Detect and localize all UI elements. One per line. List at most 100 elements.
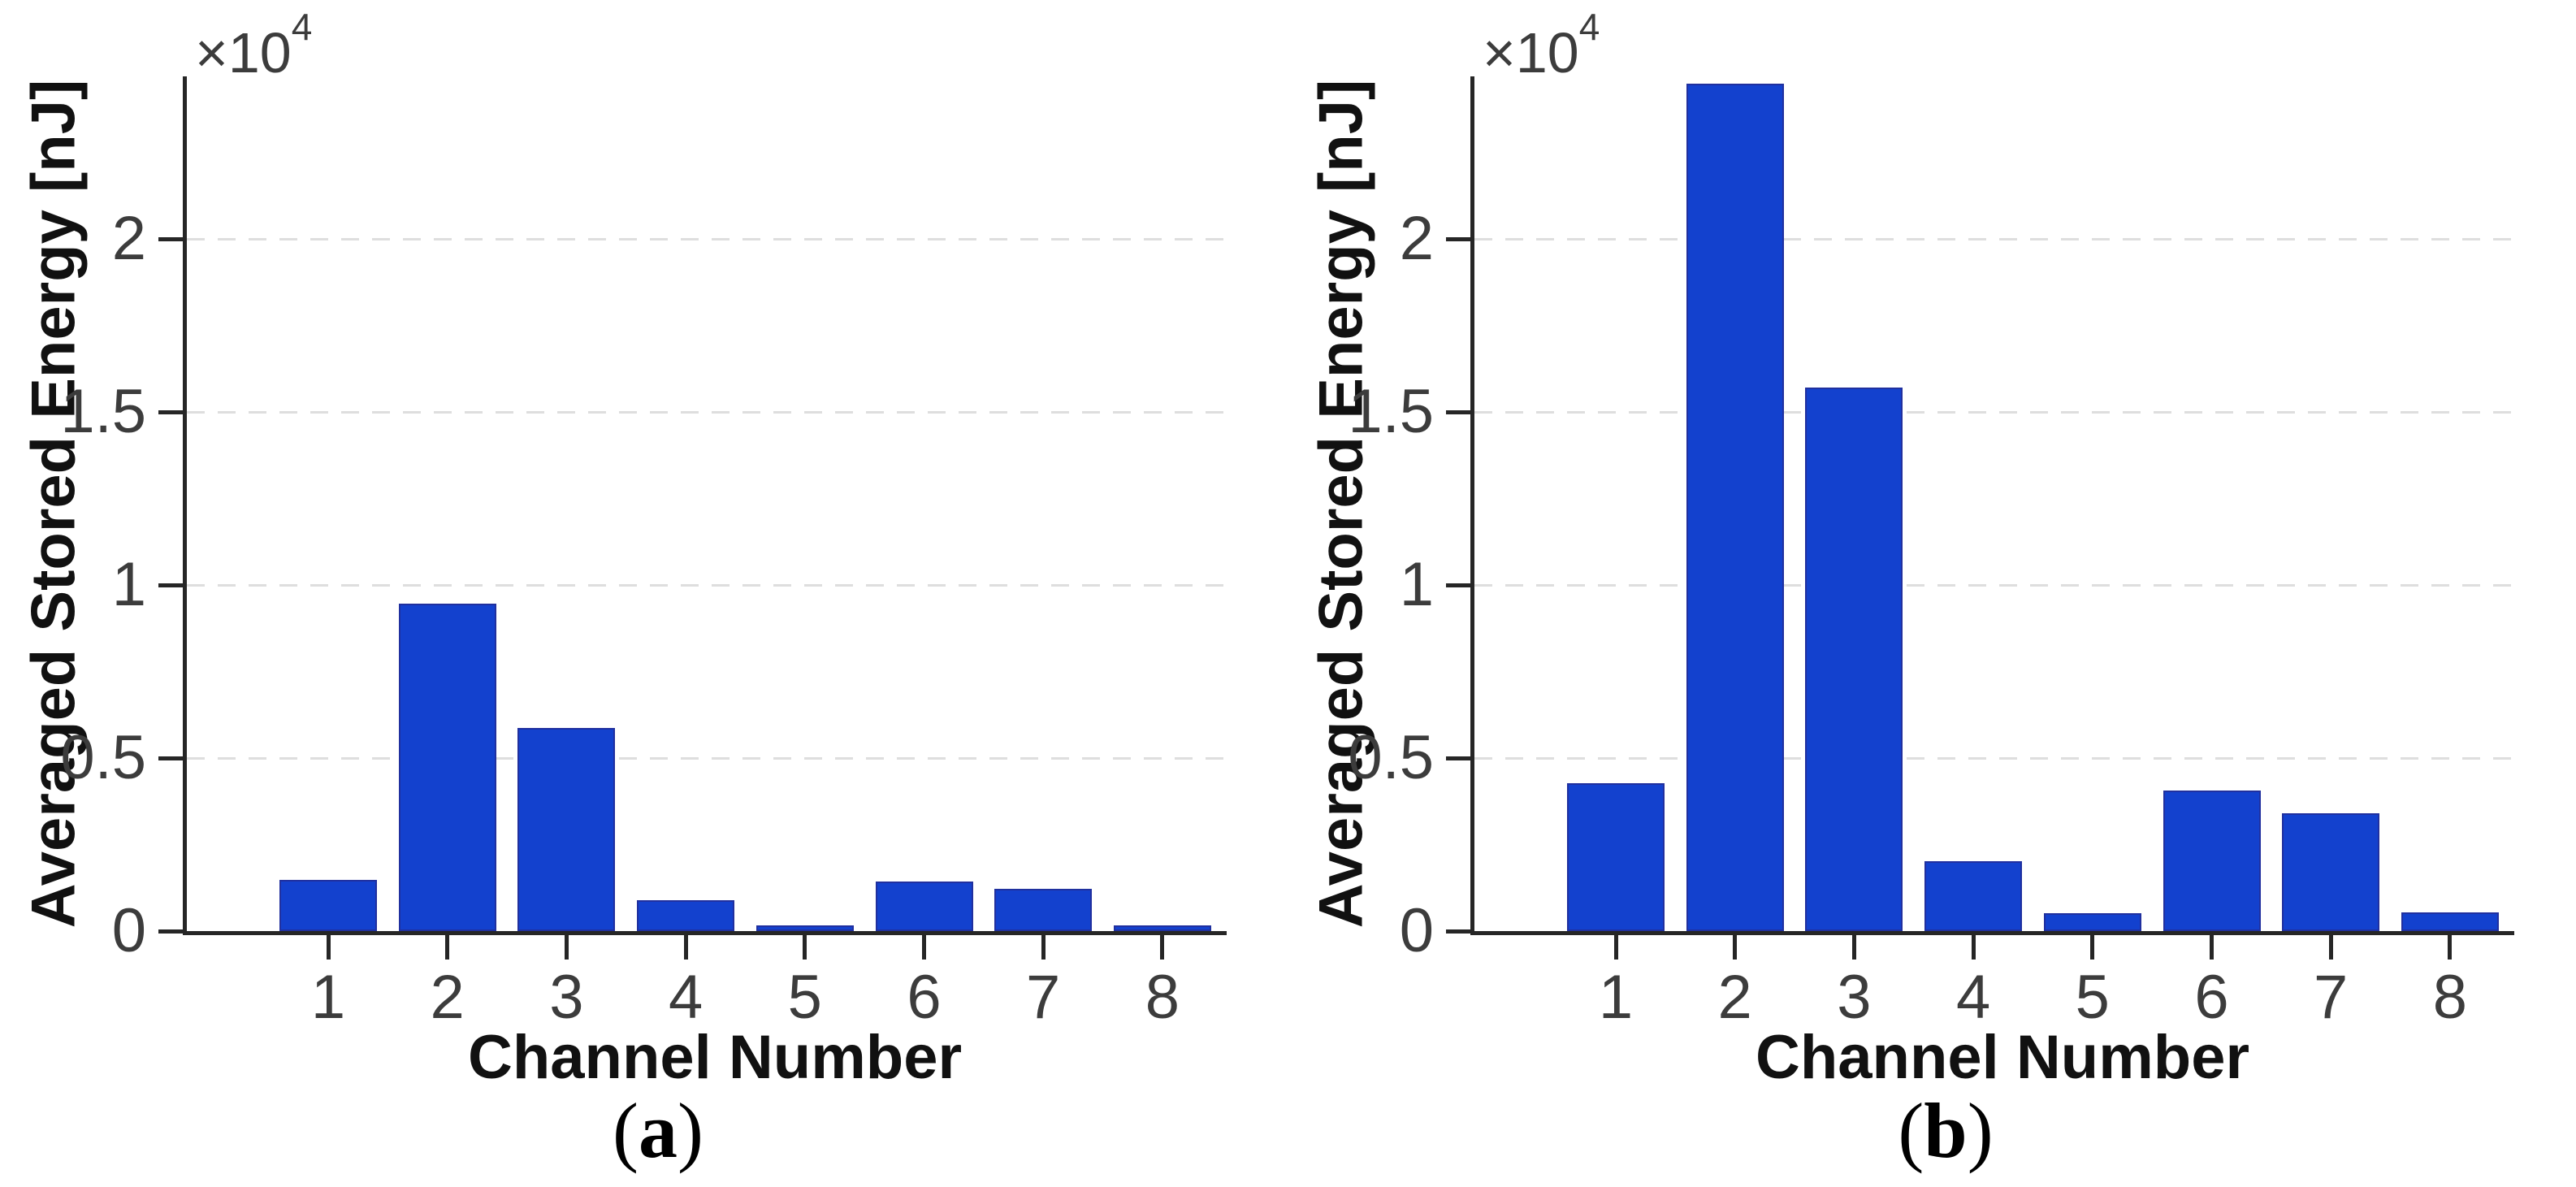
x-tick-label: 8 — [2432, 963, 2468, 1032]
x-axis-label: Channel Number — [1755, 1023, 2250, 1092]
x-tick-mark — [1613, 935, 1618, 960]
gridline — [1474, 237, 2514, 240]
y-tick-mark — [1446, 756, 1470, 760]
bar-channel-8 — [1113, 925, 1211, 931]
x-tick-mark — [1160, 935, 1165, 960]
chart-panel-a: Averaged Stored Energy [nJ] ×104 0 0.5 1 1.… — [19, 5, 1227, 1173]
y-tick-mark — [1446, 409, 1470, 414]
exponent-power: 4 — [1578, 6, 1600, 48]
exponent-base: ×10 — [195, 21, 292, 84]
exponent-base: ×10 — [1483, 21, 1579, 84]
x-tick-mark — [1041, 935, 1046, 960]
y-axis-line — [1470, 76, 1474, 935]
x-tick-label: 2 — [430, 963, 465, 1032]
y-axis-line — [183, 76, 187, 935]
bar-channel-7 — [2282, 813, 2380, 931]
gridline — [1474, 410, 2514, 414]
caption-letter: b — [1924, 1087, 1968, 1174]
y-tick-label: 0 — [111, 896, 146, 965]
y-tick-mark — [158, 409, 183, 414]
y-tick-mark — [158, 236, 183, 241]
chart-panel-b: Averaged Stored Energy [nJ] ×104 0 0.5 1 1.… — [1288, 0, 2575, 1187]
y-tick-label: 2 — [1399, 204, 1434, 274]
subfigure-caption: (a) — [613, 1089, 704, 1173]
y-tick-label: 1 — [111, 550, 146, 620]
x-axis-line — [183, 931, 1227, 935]
gridline — [187, 756, 1227, 760]
x-tick-mark — [326, 935, 331, 960]
x-axis-line — [1470, 931, 2514, 935]
y-tick-mark — [158, 583, 183, 587]
x-tick-label: 2 — [1717, 963, 1752, 1032]
x-tick-label: 6 — [907, 963, 942, 1032]
gridline — [187, 583, 1227, 587]
bar-channel-4 — [637, 899, 735, 931]
exponent-power: 4 — [291, 6, 313, 48]
x-tick-mark — [2448, 935, 2453, 960]
x-tick-label: 5 — [2075, 963, 2110, 1032]
gridline — [187, 237, 1227, 240]
x-tick-mark — [2210, 935, 2214, 960]
y-tick-mark — [158, 929, 183, 934]
y-axis-exponent-label: ×104 — [195, 5, 312, 85]
plot-area: 0 0.5 1 1.5 2 1 2 3 4 5 6 7 8 — [1348, 76, 2514, 1030]
y-tick-label: 2 — [111, 204, 146, 274]
x-tick-label: 5 — [787, 963, 822, 1032]
x-tick-label: 3 — [549, 963, 584, 1032]
y-tick-mark — [1446, 236, 1470, 241]
x-tick-label: 4 — [668, 963, 704, 1032]
x-tick-mark — [2328, 935, 2333, 960]
subfigure-caption: (b) — [1898, 1089, 1993, 1173]
x-tick-label: 4 — [1955, 963, 1991, 1032]
bar-channel-2 — [1686, 83, 1784, 931]
bar-channel-7 — [994, 888, 1093, 931]
x-tick-mark — [922, 935, 926, 960]
x-tick-label: 7 — [1026, 963, 1061, 1032]
y-tick-mark — [1446, 929, 1470, 934]
x-tick-label: 1 — [1598, 963, 1634, 1032]
bar-channel-8 — [2401, 912, 2499, 931]
plot-area: 0 0.5 1 1.5 2 1 2 3 4 5 6 7 8 — [60, 76, 1227, 1030]
y-tick-label: 1 — [1399, 550, 1434, 620]
y-axis-exponent-label: ×104 — [1483, 5, 1600, 85]
caption-paren-open: ( — [613, 1087, 639, 1174]
y-tick-label: 0.5 — [1348, 723, 1434, 793]
y-tick-label: 0 — [1399, 896, 1434, 965]
x-axis-label: Channel Number — [467, 1023, 963, 1092]
x-tick-mark — [683, 935, 688, 960]
x-tick-mark — [1971, 935, 1976, 960]
caption-letter: a — [639, 1087, 678, 1174]
bar-channel-6 — [875, 881, 973, 931]
bar-channel-6 — [2163, 790, 2261, 931]
bar-channel-4 — [1924, 860, 2023, 931]
bar-channel-5 — [755, 925, 854, 931]
x-tick-mark — [564, 935, 569, 960]
x-tick-mark — [1851, 935, 1856, 960]
x-tick-label: 7 — [2314, 963, 2349, 1032]
bar-channel-1 — [279, 879, 377, 931]
x-tick-mark — [2090, 935, 2095, 960]
x-tick-label: 6 — [2194, 963, 2229, 1032]
gridline — [1474, 756, 2514, 760]
x-tick-label: 3 — [1837, 963, 1872, 1032]
y-tick-label: 1.5 — [1348, 377, 1434, 447]
caption-paren-close: ) — [1967, 1087, 1994, 1174]
y-tick-mark — [1446, 583, 1470, 587]
x-tick-mark — [1733, 935, 1738, 960]
x-tick-label: 8 — [1145, 963, 1180, 1032]
caption-paren-open: ( — [1898, 1087, 1924, 1174]
y-tick-mark — [158, 756, 183, 760]
bar-channel-3 — [1805, 388, 1903, 931]
bar-channel-3 — [517, 728, 616, 931]
y-tick-label: 0.5 — [60, 723, 146, 793]
bar-channel-5 — [2043, 913, 2141, 931]
gridline — [187, 410, 1227, 414]
y-tick-label: 1.5 — [60, 377, 146, 447]
bar-channel-2 — [398, 604, 496, 931]
gridline — [1474, 583, 2514, 587]
bar-channel-1 — [1567, 783, 1665, 931]
caption-paren-close: ) — [678, 1087, 704, 1174]
x-tick-mark — [803, 935, 807, 960]
x-tick-mark — [445, 935, 450, 960]
